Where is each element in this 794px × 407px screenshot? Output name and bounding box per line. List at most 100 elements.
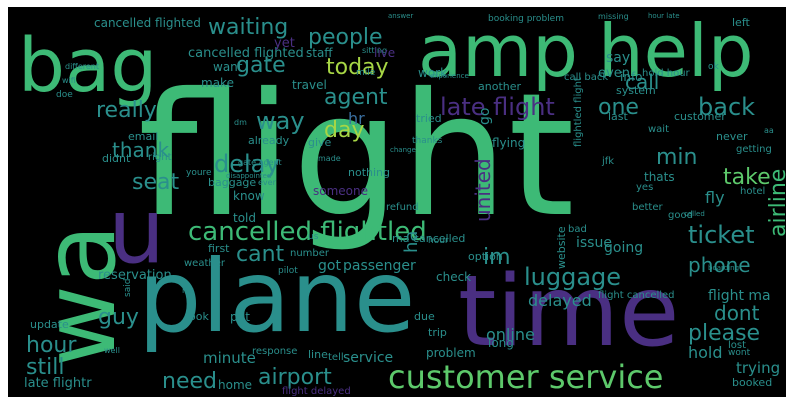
word: cancelled flighted <box>94 16 201 30</box>
word: cancelled flightled <box>188 217 427 247</box>
word: im <box>483 245 511 270</box>
word: ma cancelled <box>392 232 466 245</box>
word: customer service <box>388 358 664 396</box>
word: tried <box>416 112 442 125</box>
word: amp <box>418 9 578 93</box>
word: yet <box>274 36 295 51</box>
word: missing <box>598 12 629 21</box>
word: bad <box>568 224 587 235</box>
word: flight cancelled <box>598 290 675 301</box>
word: waiting <box>208 15 289 40</box>
word: know <box>233 189 265 203</box>
word: well <box>104 346 120 355</box>
word: website <box>555 226 568 269</box>
word: hotel <box>740 186 766 197</box>
word: booking problem <box>488 14 564 24</box>
word: first <box>208 242 230 255</box>
word: wont <box>728 348 751 358</box>
word: aa <box>764 126 774 135</box>
word: united <box>471 158 495 222</box>
word: time <box>458 255 680 369</box>
word: live <box>374 46 396 60</box>
word: still <box>26 355 65 380</box>
word: even <box>598 66 630 81</box>
word: someone <box>313 184 368 198</box>
word: left <box>732 16 750 29</box>
word: boarding <box>708 264 740 272</box>
word: check <box>436 270 472 284</box>
word: trip <box>428 326 447 339</box>
word: call back <box>564 72 609 83</box>
word: told <box>233 211 256 225</box>
word: disappointed <box>226 172 272 180</box>
word: gate agent <box>238 158 282 167</box>
word: problem <box>426 346 476 360</box>
word: doe <box>56 90 73 100</box>
word: late flightr <box>24 376 92 391</box>
word-cloud: flight amp help bag wa u plane time customer ser… <box>8 7 786 397</box>
word: delayed <box>528 291 592 310</box>
word: hour <box>26 333 77 358</box>
word: airport <box>258 365 332 390</box>
word: weather <box>184 258 225 269</box>
word: hour <box>428 236 449 246</box>
word: line <box>308 348 328 361</box>
word: plane <box>138 238 416 355</box>
word: didnt <box>102 152 131 165</box>
word: better <box>632 202 663 213</box>
word: need <box>162 369 217 394</box>
word: flightled flight <box>573 77 584 147</box>
word: travel <box>292 78 327 92</box>
word: work <box>418 66 448 80</box>
word: reservation <box>98 268 172 283</box>
word: day <box>324 118 365 143</box>
word: fly <box>705 188 725 207</box>
word: lost <box>728 340 747 351</box>
word: cancelled flighted <box>188 46 304 61</box>
word: email <box>128 130 159 143</box>
word: change <box>390 146 416 154</box>
word: baggage <box>208 176 257 189</box>
word: good <box>668 210 693 221</box>
word: luggage <box>524 263 622 291</box>
word: gate <box>236 53 286 78</box>
word: system <box>616 84 656 97</box>
word: put <box>230 310 250 324</box>
word: experience <box>430 72 469 80</box>
word: late flight <box>440 93 555 121</box>
word: please <box>688 321 761 346</box>
word: dont <box>714 301 760 325</box>
word: bag <box>18 23 158 109</box>
word: booked <box>732 376 773 389</box>
word: wifi <box>62 76 76 85</box>
word: phone <box>688 253 751 277</box>
word: thats <box>644 170 675 184</box>
word: online <box>486 325 535 344</box>
word: agent <box>324 85 388 110</box>
word: option <box>468 250 503 263</box>
word: update <box>30 318 69 331</box>
word: flying <box>492 136 526 150</box>
word: min <box>656 145 698 170</box>
word: give <box>308 136 332 149</box>
word: jfk <box>602 156 615 167</box>
word: make <box>201 76 234 90</box>
word: already <box>248 134 290 147</box>
word: response <box>252 346 298 357</box>
word: dm <box>234 118 247 127</box>
word: customer <box>674 110 726 123</box>
word: thanks <box>412 136 443 146</box>
word: long <box>488 336 514 350</box>
word: yes <box>636 182 654 193</box>
word: hold hour <box>642 68 690 79</box>
word: take <box>723 165 771 190</box>
word: want <box>213 60 243 74</box>
word: hr <box>348 109 365 128</box>
word: us <box>308 232 319 242</box>
word: hour late <box>648 12 680 20</box>
word: going <box>604 240 644 256</box>
word: youre <box>186 168 212 178</box>
word: flight <box>138 57 575 255</box>
word: passenger <box>343 258 416 274</box>
word: look <box>186 310 209 323</box>
